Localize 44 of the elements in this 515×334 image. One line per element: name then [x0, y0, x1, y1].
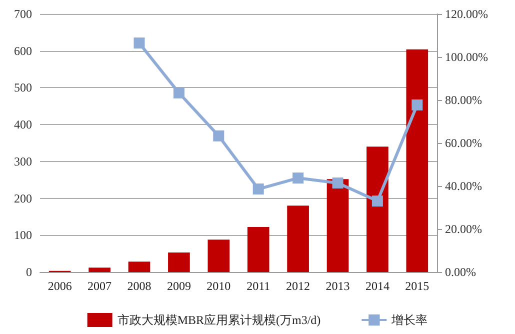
bar — [326, 179, 349, 272]
y2-tick-label: 40.00% — [445, 179, 482, 193]
bar — [168, 252, 190, 272]
y2-tick-label: 20.00% — [445, 222, 482, 236]
x-tick-label: 2014 — [365, 279, 390, 293]
point — [213, 130, 224, 142]
y-tick-label: 200 — [14, 191, 32, 206]
y2-tick-label: 60.00% — [445, 136, 482, 150]
y2-tick-label: 0.00% — [445, 265, 476, 279]
x-tick-label: 2008 — [127, 279, 152, 293]
bar — [406, 49, 428, 272]
bar — [208, 240, 230, 272]
y-tick-label: 300 — [14, 154, 32, 168]
x-tick-label: 2011 — [246, 279, 270, 293]
point — [252, 184, 264, 195]
x-tick-label: 2009 — [166, 279, 191, 293]
x-tick-label: 2013 — [326, 279, 350, 293]
x-tick-label: 2015 — [405, 279, 430, 293]
bar — [88, 268, 110, 272]
y2-tick-label: 100.00% — [445, 50, 488, 64]
x-tick-label: 2010 — [206, 279, 231, 293]
legend-label: 市政大规模MBR应用累计规模(万m3/d) — [117, 313, 321, 327]
bar — [128, 262, 150, 272]
point — [332, 177, 344, 188]
bar — [247, 227, 270, 272]
point — [134, 38, 145, 49]
y2-tick-label: 80.00% — [445, 93, 482, 107]
point — [173, 87, 184, 98]
x-tick-label: 2006 — [48, 279, 72, 293]
x-tick-label: 2007 — [88, 279, 112, 293]
y-tick-label: 100 — [14, 228, 32, 242]
y-tick-label: 0 — [26, 265, 32, 279]
y2-tick-label: 120.00% — [445, 7, 488, 21]
y-tick-label: 500 — [14, 80, 32, 95]
bar — [287, 206, 309, 272]
y-tick-label: 600 — [14, 44, 32, 58]
point — [292, 172, 304, 184]
legend-label: 增长率 — [390, 313, 428, 327]
bar — [366, 146, 388, 272]
y-tick-label: 700 — [14, 7, 32, 21]
y-tick-label: 400 — [14, 118, 32, 132]
point — [372, 196, 383, 207]
x-tick-label: 2012 — [286, 279, 310, 293]
point — [412, 99, 423, 110]
